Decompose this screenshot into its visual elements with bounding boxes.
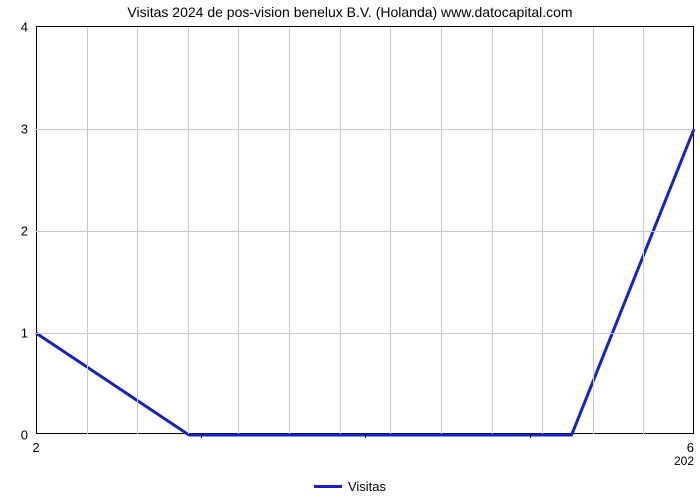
y-tick-label: 1 [21, 326, 28, 341]
x-secondary-label-right: 202 [674, 454, 694, 468]
y-tick-label: 2 [21, 224, 28, 239]
x-minor-tick [530, 434, 531, 438]
y-tick-label: 4 [21, 20, 28, 35]
y-tick-label: 0 [21, 428, 28, 443]
y-tick-label: 3 [21, 122, 28, 137]
x-minor-tick [365, 434, 366, 438]
legend-swatch [314, 485, 342, 488]
legend: Visitas [0, 478, 700, 494]
x-minor-tick [201, 434, 202, 438]
legend-label: Visitas [348, 479, 386, 494]
chart-container: Visitas 2024 de pos-vision benelux B.V. … [0, 0, 700, 500]
gridline-horizontal [36, 129, 693, 130]
gridline-horizontal [36, 231, 693, 232]
gridline-horizontal [36, 333, 693, 334]
chart-title: Visitas 2024 de pos-vision benelux B.V. … [0, 4, 700, 20]
x-tick-label-right: 6 [687, 440, 694, 455]
x-tick-label-left: 2 [32, 440, 39, 455]
plot-area: 0123426202 [36, 26, 694, 434]
